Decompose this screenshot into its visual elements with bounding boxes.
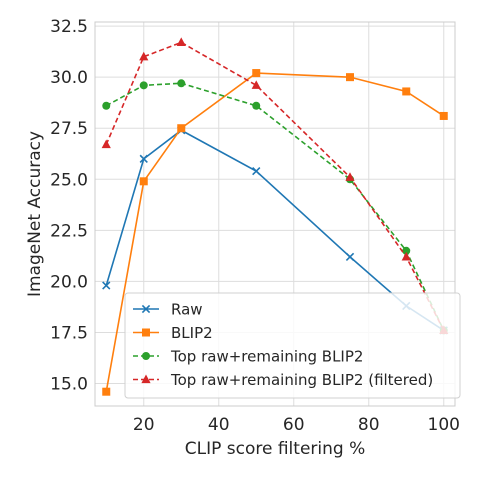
marker-stroke (252, 166, 261, 176)
data-point (177, 124, 186, 133)
legend-label: Top raw+remaining BLIP2 (170, 348, 363, 366)
x-tick-label: 20 (133, 415, 155, 435)
data-point (101, 139, 111, 149)
marker-stroke (102, 281, 111, 290)
data-point (176, 37, 186, 47)
data-point (345, 172, 355, 181)
y-tick-label: 27.5 (50, 119, 88, 139)
data-point (139, 51, 149, 61)
y-axis: 15.0 17.5 20.0 22.5 25.0 27.5 30.0 32.5 (50, 17, 88, 394)
legend-entry: Top raw+remaining BLIP2 (filtered) (133, 371, 433, 389)
marker-stroke (139, 154, 148, 164)
y-tick-label: 30.0 (50, 68, 88, 88)
legend-label: BLIP2 (171, 324, 213, 342)
data-point (402, 87, 411, 96)
data-point (139, 154, 148, 164)
y-tick-label: 20.0 (50, 272, 88, 292)
data-point (252, 69, 261, 78)
marker-stroke (345, 252, 355, 262)
y-tick-label: 22.5 (50, 221, 88, 241)
data-point (102, 101, 111, 110)
series-2 (102, 69, 448, 396)
legend-marker (142, 352, 150, 360)
series (101, 37, 449, 396)
x-tick-label: 100 (428, 415, 460, 435)
legend-entry: Raw (133, 301, 203, 319)
legend-marker (142, 328, 150, 337)
series-4 (101, 37, 449, 335)
y-tick-label: 17.5 (50, 323, 88, 343)
data-point (252, 166, 261, 176)
x-tick-label: 60 (283, 415, 305, 435)
series-line (105, 41, 445, 331)
data-point (251, 80, 261, 89)
y-tick-label: 25.0 (50, 170, 88, 190)
data-point (102, 387, 111, 396)
legend-entry: Top raw+remaining BLIP2 (133, 348, 363, 366)
data-point (402, 246, 411, 255)
legend-box (124, 292, 461, 399)
legend-label: Raw (171, 301, 203, 319)
data-point (252, 101, 261, 110)
data-point (401, 251, 411, 261)
y-tick-label: 15.0 (50, 375, 88, 395)
x-tick-label: 40 (208, 415, 230, 435)
legend-entry: BLIP2 (133, 324, 213, 342)
data-point (177, 79, 186, 88)
y-tick-label: 32.5 (50, 17, 88, 37)
legend-marker (141, 304, 151, 314)
x-axis-label: CLIP score filtering % (185, 439, 365, 459)
y-axis-label: ImageNet Accuracy (25, 131, 45, 297)
marker-stroke (141, 304, 151, 314)
data-point (139, 81, 148, 90)
legend-marker (141, 374, 151, 384)
data-point (345, 252, 355, 262)
x-axis: 20 40 60 80 100 (133, 415, 460, 435)
data-point (139, 177, 148, 186)
legend: Raw BLIP2 Top raw+remaining BLIP2 Top raw+r… (124, 292, 461, 399)
data-point (346, 73, 354, 82)
x-tick-label: 80 (358, 415, 380, 435)
data-point (439, 111, 448, 120)
plot-frame (94, 21, 456, 407)
data-point (102, 281, 111, 290)
legend-label: Top raw+remaining BLIP2 (filtered) (170, 371, 433, 389)
